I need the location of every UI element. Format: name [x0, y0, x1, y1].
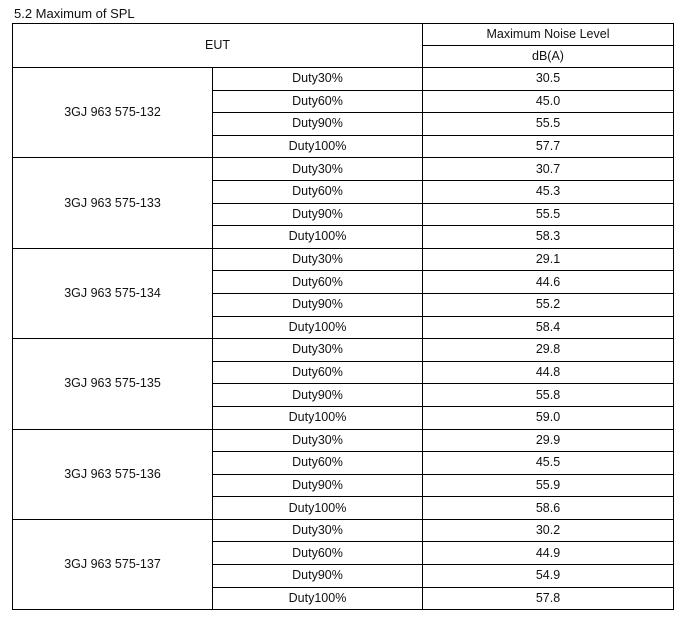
- noise-level-cell: 45.3: [422, 179, 674, 204]
- duty-cell: Duty60%: [212, 89, 423, 114]
- duty-cell: Duty100%: [212, 586, 423, 611]
- noise-level-cell: 55.8: [422, 383, 674, 407]
- table-row: Duty90% 54.9: [13, 564, 674, 588]
- header-unit-row: dB(A): [13, 45, 674, 68]
- noise-level-cell: 59.0: [422, 405, 674, 430]
- duty-cell: Duty30%: [212, 157, 423, 181]
- spl-table: EUT Maximum Noise Level dB(A) 3GJ 963 57…: [12, 23, 674, 611]
- noise-level-cell: 55.2: [422, 292, 674, 317]
- duty-cell: Duty30%: [212, 338, 423, 362]
- table-row: Duty60% 44.8: [13, 360, 674, 385]
- duty-cell: Duty30%: [212, 67, 423, 91]
- duty-cell: Duty30%: [212, 428, 423, 453]
- noise-level-cell: 54.9: [422, 564, 674, 588]
- duty-cell: Duty100%: [212, 405, 423, 430]
- duty-cell: Duty90%: [212, 383, 423, 407]
- table-row: Duty60% 44.9: [13, 541, 674, 566]
- noise-level-cell: 57.7: [422, 134, 674, 159]
- table-row: Duty100% 58.4: [13, 315, 674, 340]
- noise-level-cell: 29.9: [422, 428, 674, 453]
- noise-level-cell: 30.2: [422, 518, 674, 543]
- duty-cell: Duty90%: [212, 112, 423, 136]
- section-title: 5.2 Maximum of SPL: [14, 6, 135, 21]
- table-row: 3GJ 963 575-133 Duty30% 30.7: [12, 157, 674, 249]
- duty-cell: Duty30%: [212, 247, 423, 272]
- noise-level-cell: 55.5: [422, 112, 674, 136]
- noise-level-cell: 57.8: [422, 586, 674, 611]
- noise-level-cell: 30.5: [422, 67, 674, 91]
- eut-model-cell: 3GJ 963 575-132: [12, 66, 213, 159]
- eut-model-cell: 3GJ 963 575-136: [12, 428, 213, 520]
- header-eut: EUT: [12, 23, 423, 68]
- eut-model-cell: 3GJ 963 575-133: [12, 157, 213, 249]
- duty-cell: Duty90%: [212, 564, 423, 588]
- duty-cell: Duty60%: [212, 451, 423, 475]
- eut-model-cell: 3GJ 963 575-135: [12, 338, 213, 430]
- header-max-noise-level: Maximum Noise Level: [422, 23, 674, 46]
- noise-level-cell: 29.8: [422, 338, 674, 362]
- noise-level-cell: 58.3: [422, 225, 674, 249]
- duty-cell: Duty60%: [212, 541, 423, 566]
- noise-level-cell: 55.9: [422, 473, 674, 498]
- noise-level-cell: 29.1: [422, 247, 674, 272]
- noise-level-cell: 58.4: [422, 315, 674, 340]
- header-unit: dB(A): [422, 45, 674, 68]
- table-row: Duty60% 45.5: [13, 451, 674, 475]
- table-row: Duty60% 44.6: [13, 270, 674, 294]
- duty-cell: Duty90%: [212, 473, 423, 498]
- table-row: Duty90% 55.8: [13, 383, 674, 407]
- duty-cell: Duty100%: [212, 315, 423, 340]
- noise-level-cell: 55.5: [422, 202, 674, 227]
- header-row: EUT Maximum Noise Level: [12, 23, 674, 68]
- duty-cell: Duty100%: [212, 225, 423, 249]
- table-row: 3GJ 963 575-132 Duty30% 30.5: [12, 66, 674, 159]
- noise-level-cell: 58.6: [422, 496, 674, 520]
- table-row: Duty90% 55.2: [13, 292, 674, 317]
- duty-cell: Duty100%: [212, 496, 423, 520]
- duty-cell: Duty30%: [212, 518, 423, 543]
- duty-cell: Duty60%: [212, 360, 423, 385]
- table-row: 3GJ 963 575-134 Duty30% 29.1: [12, 247, 674, 340]
- table-row: 3GJ 963 575-137 Duty30% 30.2: [12, 518, 674, 611]
- table-row: 3GJ 963 575-136 Duty30% 29.9: [12, 428, 674, 520]
- duty-cell: Duty60%: [212, 270, 423, 294]
- duty-cell: Duty90%: [212, 202, 423, 227]
- noise-level-cell: 45.5: [422, 451, 674, 475]
- noise-level-cell: 44.8: [422, 360, 674, 385]
- noise-level-cell: 44.9: [422, 541, 674, 566]
- duty-cell: Duty100%: [212, 134, 423, 159]
- noise-level-cell: 30.7: [422, 157, 674, 181]
- table-row: Duty100% 58.3: [13, 225, 674, 249]
- table-row: Duty100% 57.8: [13, 586, 674, 611]
- duty-cell: Duty90%: [212, 292, 423, 317]
- noise-level-cell: 44.6: [422, 270, 674, 294]
- table-row: Duty90% 55.5: [13, 202, 674, 227]
- eut-model-cell: 3GJ 963 575-134: [12, 247, 213, 340]
- table-row: 3GJ 963 575-135 Duty30% 29.8: [12, 338, 674, 430]
- duty-cell: Duty60%: [212, 179, 423, 204]
- noise-level-cell: 45.0: [422, 89, 674, 114]
- table-row: Duty90% 55.5: [13, 112, 674, 136]
- eut-model-cell: 3GJ 963 575-137: [12, 518, 213, 611]
